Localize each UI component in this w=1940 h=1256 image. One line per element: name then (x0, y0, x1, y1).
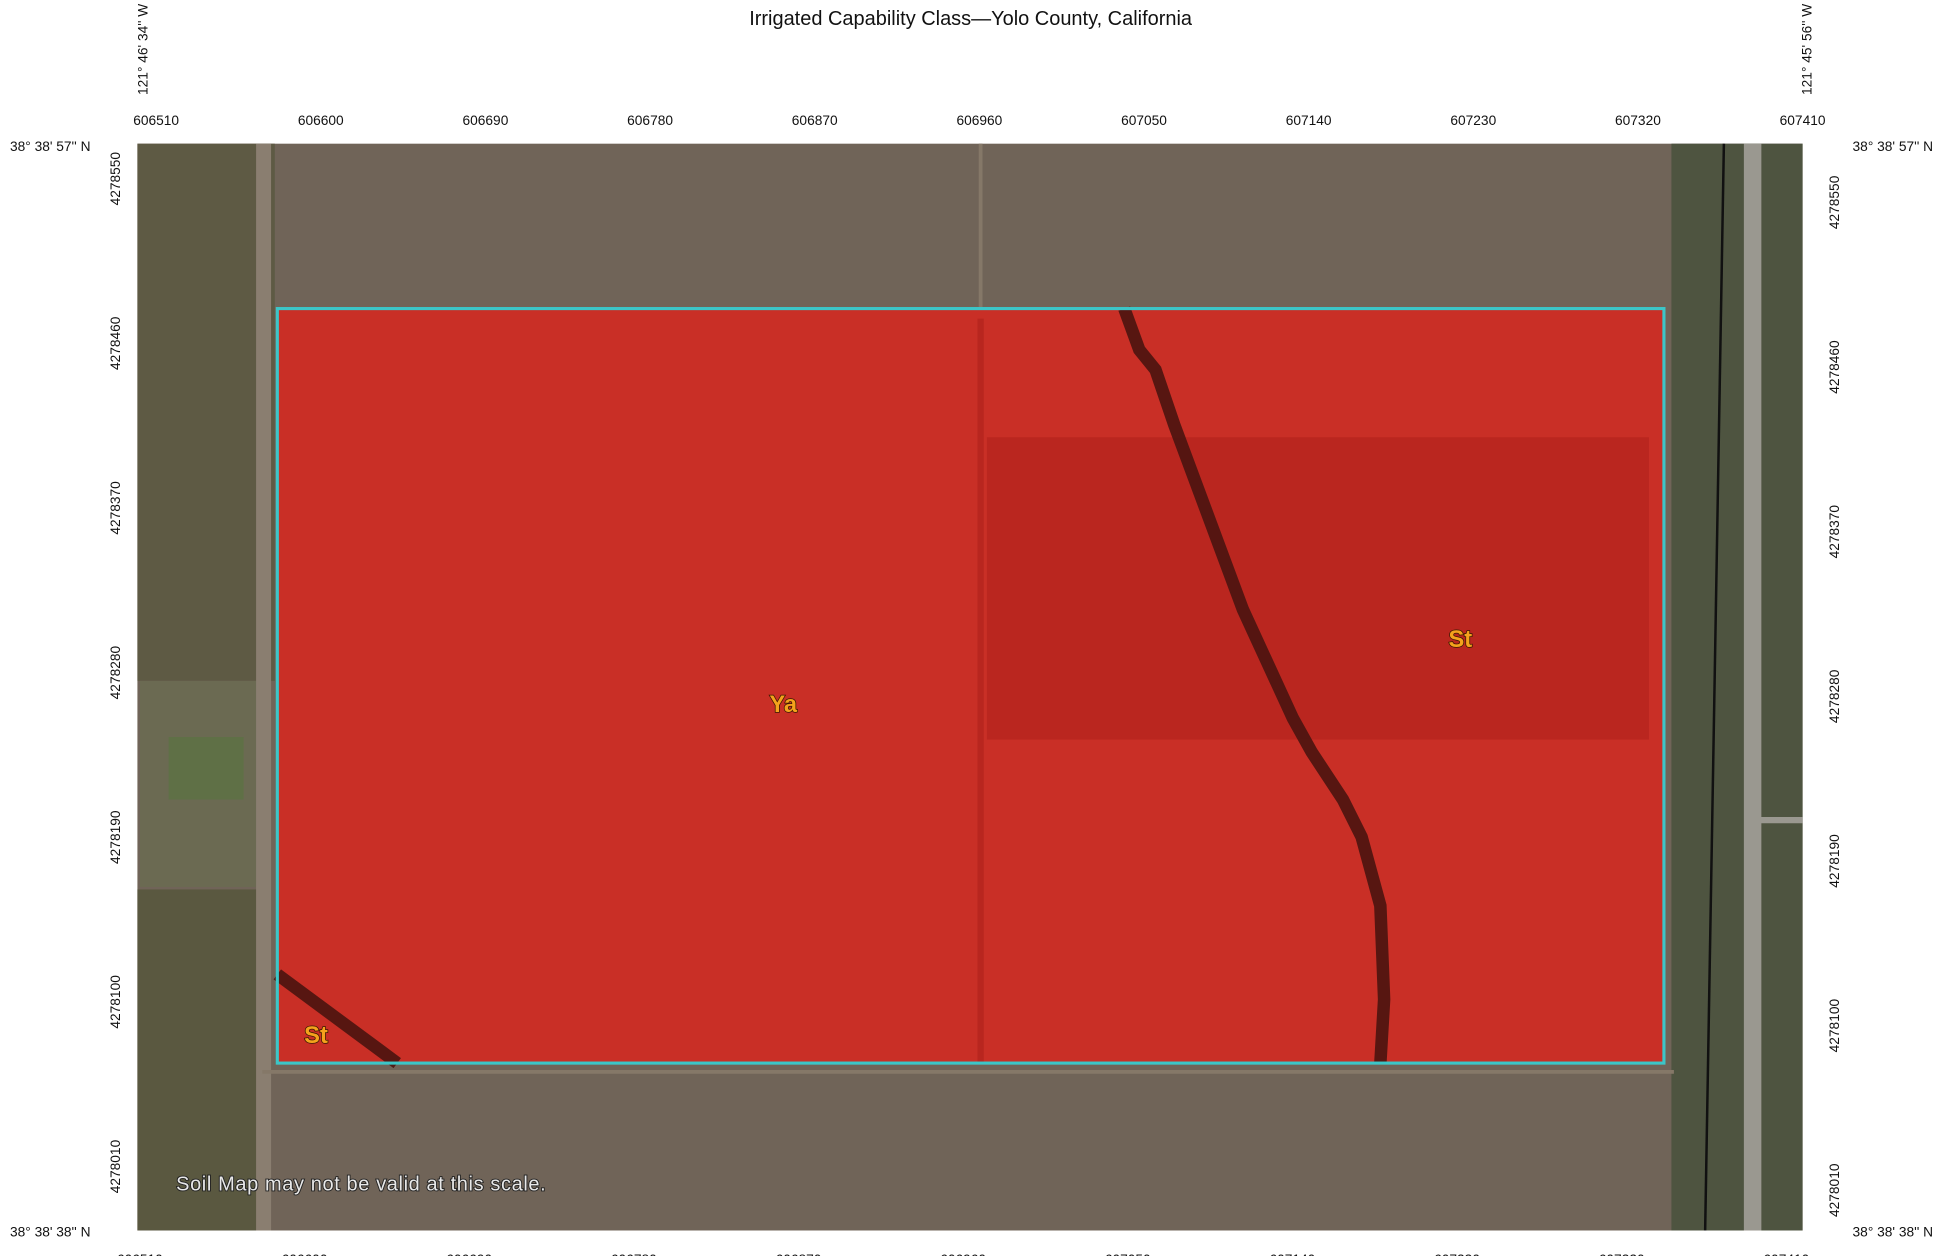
right-tick-label: 4278100 (1827, 999, 1842, 1053)
lawn (168, 737, 244, 800)
soil-polygons: Ya St St (273, 306, 1666, 1069)
bottom-tick-label: 607050 (1105, 1252, 1151, 1256)
scale-note: Soil Map may not be valid at this scale. (176, 1174, 546, 1196)
dark-field (986, 437, 1649, 740)
road (256, 143, 272, 1231)
unit-boundary (273, 969, 401, 1069)
map-unit-label: St (304, 1023, 328, 1049)
left-tick-label: 4278550 (108, 152, 123, 206)
bottom-tick-label: 606870 (776, 1252, 822, 1256)
corner-longitude: 121° 45' 56'' W (1799, 4, 1814, 95)
bottom-tick-label: 606960 (940, 1252, 986, 1256)
bottom-tick-label: 606780 (611, 1252, 657, 1256)
top-tick-label: 607320 (1615, 113, 1661, 128)
bottom-tick-label: 606600 (282, 1252, 328, 1256)
corner-latitude: 38° 38' 57'' N (1853, 139, 1934, 154)
corner-latitude: 38° 38' 38'' N (10, 1225, 91, 1240)
top-tick-label: 606870 (792, 113, 838, 128)
right-tick-label: 4278010 (1827, 1163, 1842, 1217)
aoi-outline (275, 307, 1666, 1065)
top-tick-label: 606960 (956, 113, 1002, 128)
left-tick-label: 4278280 (108, 646, 123, 700)
corner-latitude: 38° 38' 57'' N (10, 139, 91, 154)
right-tick-label: 4278370 (1827, 505, 1842, 559)
tree-strip (1671, 143, 1803, 1231)
bottom-tick-label: 606510 (117, 1252, 163, 1256)
right-tick-label: 4278460 (1827, 340, 1842, 394)
right-tick-label: 4278550 (1827, 175, 1842, 229)
top-tick-label: 607410 (1780, 113, 1826, 128)
map-title: Irrigated Capability Class—Yolo County, … (749, 8, 1193, 30)
corner-longitude: 121° 46' 34'' W (135, 4, 150, 95)
highway (1743, 143, 1762, 1231)
bottom-tick-label: 607320 (1599, 1252, 1645, 1256)
bottom-tick-label: 607140 (1269, 1252, 1315, 1256)
top-tick-label: 606780 (627, 113, 673, 128)
top-tick-label: 606510 (133, 113, 179, 128)
map-unit-label: St (1448, 627, 1472, 653)
top-tick-label: 606600 (298, 113, 344, 128)
bottom-tick-label: 607410 (1763, 1252, 1809, 1256)
right-tick-label: 4278190 (1827, 834, 1842, 888)
railroad (1703, 143, 1726, 1231)
bottom-tick-label: 607230 (1434, 1252, 1480, 1256)
left-tick-label: 4278100 (108, 975, 123, 1029)
top-tick-label: 607140 (1286, 113, 1332, 128)
map-unit-label: Ya (769, 692, 798, 718)
right-tick-label: 4278280 (1827, 669, 1842, 723)
top-tick-label: 607230 (1450, 113, 1496, 128)
left-tick-label: 4278370 (108, 481, 123, 535)
map-unit-polygon (277, 308, 1664, 1064)
left-tick-label: 4278460 (108, 316, 123, 370)
left-tick-label: 4278190 (108, 810, 123, 864)
unit-boundary (1118, 306, 1391, 1064)
left-tick-label: 4278010 (108, 1139, 123, 1193)
side-road (1748, 817, 1803, 824)
orchard-strip-south (137, 889, 263, 1231)
orchard-strip (137, 143, 275, 681)
bottom-tick-label: 606690 (446, 1252, 492, 1256)
top-tick-label: 607050 (1121, 113, 1167, 128)
corner-latitude: 38° 38' 38'' N (1853, 1225, 1934, 1240)
top-tick-label: 606690 (463, 113, 509, 128)
